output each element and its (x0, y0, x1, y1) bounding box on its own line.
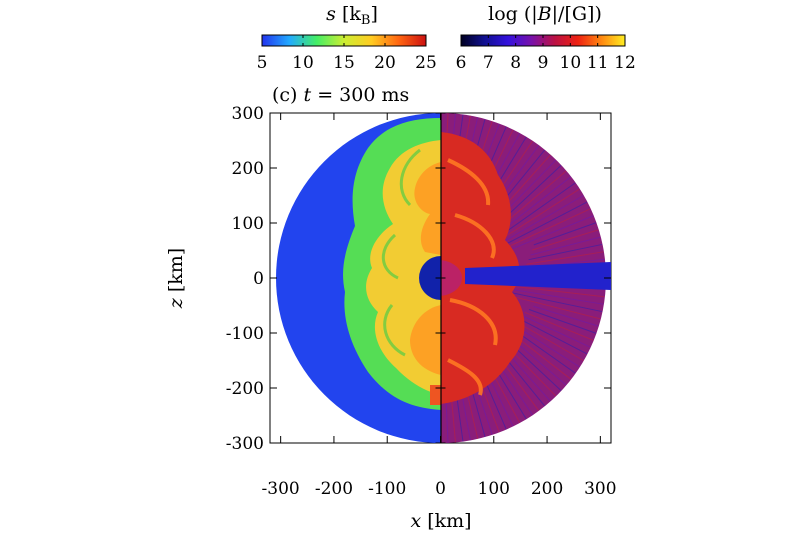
y-tick-label: 0 (253, 269, 264, 289)
magnetic-colorbar-tick-label: 9 (538, 53, 549, 73)
magnetic-field-ray (520, 314, 591, 348)
y-tick-label: 100 (232, 214, 264, 234)
y-ticks: 300 200 100 0 -100 -200 -300 (226, 104, 611, 454)
magnetic-field-ray (503, 176, 572, 230)
magnetic-field-map (441, 113, 611, 443)
magnetic-field-ray (528, 309, 597, 334)
magnetic-field-ray (533, 222, 597, 246)
x-tick-label: -200 (315, 479, 353, 499)
magnetic-field-ray (500, 201, 588, 248)
magnetic-field-ray (532, 229, 599, 251)
y-tick-label: -200 (226, 379, 264, 399)
x-ticks: -300 -200 -100 0 100 200 300 (262, 113, 617, 499)
magnetic-field-ray (508, 285, 605, 298)
magnetic-field-ray (526, 251, 604, 265)
magnetic-field-ray (505, 287, 604, 305)
entropy-colorbar-label: s [kB] (326, 3, 378, 28)
y-tick-label: -100 (226, 324, 264, 344)
magnetic-colorbar-tick-label: 7 (483, 53, 494, 73)
magnetic-colorbar-tick-label: 10 (560, 53, 582, 73)
x-tick-label: -100 (368, 479, 406, 499)
y-tick-label: 200 (232, 159, 264, 179)
magnetic-colorbar-label: log (|B|/[G]) (488, 3, 602, 25)
x-tick-label: -300 (262, 479, 300, 499)
magnetic-hot-filaments (447, 158, 498, 396)
magnetic-core (441, 260, 462, 296)
x-axis-label: x [km] (410, 510, 471, 532)
magnetic-field-ray (528, 243, 603, 261)
magnetic-colorbar-tick-label: 11 (587, 53, 609, 73)
plot-area: -300 -200 -100 0 100 200 300 300 200 100 0 -100 -20… (226, 104, 617, 499)
entropy-proto-neutron-star (419, 256, 441, 300)
entropy-colorbar-tick-label: 5 (257, 53, 268, 73)
entropy-colorbar-tick-label: 20 (374, 53, 396, 73)
y-tick-label: 300 (232, 104, 264, 124)
magnetic-field-ray (503, 170, 567, 225)
x-tick-label: 300 (584, 479, 616, 499)
y-axis-label: z [km] (165, 248, 187, 309)
magnetic-colorbar-tick-label: 8 (510, 53, 521, 73)
magnetic-field-ray (502, 290, 603, 313)
x-tick-label: 100 (478, 479, 510, 499)
entropy-hot-spots (410, 162, 441, 375)
x-tick-label: 0 (435, 479, 446, 499)
entropy-colorbar: 5 10 15 20 25 s [kB] (257, 3, 437, 73)
magnetic-equatorial-band (465, 262, 611, 290)
entropy-map (276, 113, 441, 443)
magnetic-colorbar-tick-label: 6 (456, 53, 467, 73)
y-tick-label: -300 (226, 434, 264, 454)
panel-label: (c) t = 300 ms (272, 84, 409, 106)
x-tick-label: 200 (531, 479, 563, 499)
magnetic-field-ray (501, 195, 584, 243)
magnetic-colorbar: 6 7 8 9 10 11 12 log (|B|/[G]) (456, 3, 636, 73)
magnetic-field-ray (515, 316, 588, 355)
magnetic-field-ray (499, 208, 591, 252)
magnetic-field-ray (502, 188, 580, 239)
magnetic-field-ray (530, 236, 601, 256)
entropy-colorbar-tick-label: 25 (415, 53, 437, 73)
magnetic-field-ray (502, 159, 557, 215)
entropy-colorbar-tick-label: 10 (292, 53, 314, 73)
magnetic-field-ray (497, 215, 594, 256)
entropy-bottom-plume (430, 385, 441, 405)
magnetic-colorbar-tick-label: 12 (614, 53, 636, 73)
magnetic-field-ray (524, 311, 594, 341)
magnetic-field-ray (503, 165, 562, 220)
magnetic-field-ray (533, 305, 599, 327)
magnetic-field-ray (501, 154, 551, 210)
magnetic-field-ray (503, 182, 576, 235)
entropy-colorbar-tick-label: 15 (333, 53, 355, 73)
entropy-plume-outline (381, 148, 421, 357)
